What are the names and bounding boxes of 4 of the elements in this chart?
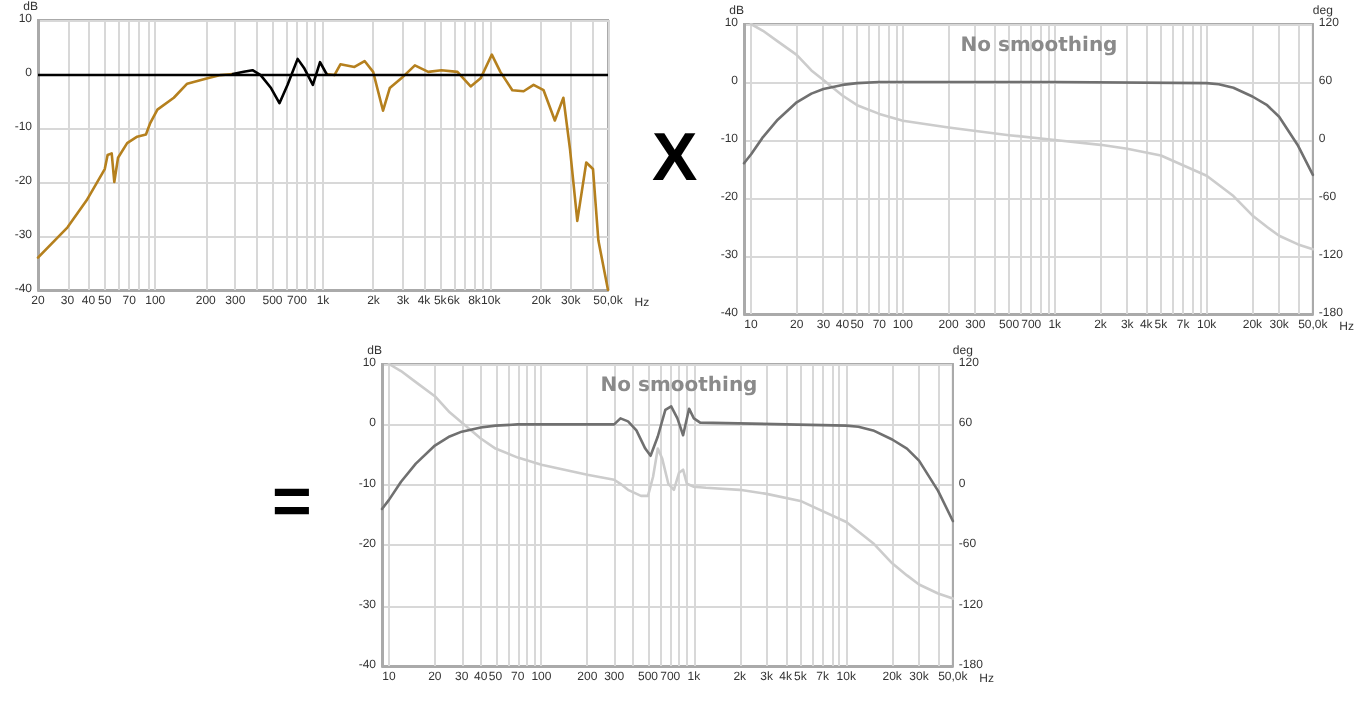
- text: =: [272, 464, 312, 540]
- text: X: [652, 120, 698, 196]
- text: No smoothing: [600, 375, 758, 397]
- text: No smoothing: [960, 35, 1118, 57]
